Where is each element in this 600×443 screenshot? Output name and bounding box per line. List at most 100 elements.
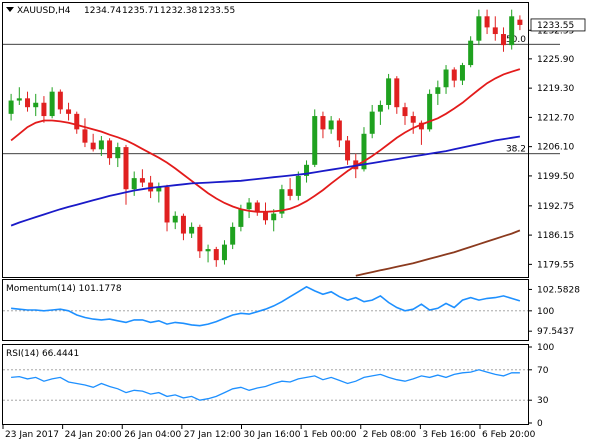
header-close: 1233.55 [198, 6, 235, 16]
header-low: 1232.38 [160, 6, 197, 16]
candle-body [320, 116, 326, 130]
candle-body [476, 16, 482, 41]
candle-body [98, 140, 104, 150]
momentum-panel-frame [2, 279, 529, 341]
price-tick-label: 1186.15 [537, 231, 574, 241]
candle-body [369, 111, 375, 134]
candles [8, 9, 523, 267]
candle-body [57, 91, 63, 110]
fib-level-label: 38.2 [506, 145, 526, 155]
candle-body [123, 147, 129, 190]
candle-body [410, 116, 416, 123]
price-axis: 1232.351225.901219.301212.701206.101199.… [528, 18, 586, 270]
price-tick-label: 1212.70 [537, 113, 574, 123]
candle-body [492, 27, 498, 35]
header-open: 1234.74 [84, 6, 121, 16]
candle-body [386, 78, 392, 105]
time-tick-label: 26 Jan 04:00 [124, 430, 181, 440]
time-tick-label: 1 Feb 00:00 [303, 430, 357, 440]
candle-body [66, 109, 72, 114]
candle-body [90, 142, 96, 150]
candle-body [459, 65, 465, 81]
time-tick-label: 2 Feb 08:00 [363, 430, 417, 440]
candle-body [263, 211, 268, 221]
time-tick-label: 24 Jan 20:00 [65, 430, 122, 440]
candle-body [172, 215, 178, 223]
candle-body [238, 209, 244, 227]
fib-levels: 50.0 38.2 [3, 35, 560, 155]
candle-body [427, 93, 433, 130]
candle-body [205, 249, 211, 252]
momentum-axis: 102.5828 100 97.5437 [528, 285, 580, 337]
time-axis: 23 Jan 2017 24 Jan 20:00 26 Jan 04:00 27 Ja… [2, 425, 536, 440]
time-tick-label: 23 Jan 2017 [5, 430, 59, 440]
candle-body [394, 78, 400, 108]
momentum-tick-label: 102.5828 [537, 285, 580, 295]
candle-body [435, 87, 441, 94]
rsi-panel-frame [2, 344, 529, 425]
time-tick-label: 30 Jan 16:00 [244, 430, 301, 440]
candle-body [213, 249, 219, 261]
time-tick-label: 6 Feb 20:00 [482, 430, 536, 440]
candle-body [16, 98, 22, 101]
ma-line [355, 229, 521, 277]
candle-body [271, 213, 277, 221]
candle-body [156, 186, 162, 192]
ma-line [10, 68, 521, 213]
price-tick-label: 1179.55 [537, 260, 574, 270]
candle-body [74, 113, 80, 130]
current-price-box [530, 18, 586, 32]
momentum-tick-label: 97.5437 [537, 327, 574, 337]
price-panel: 50.038.2 1232.351225.901219.301212.70120… [2, 2, 586, 278]
candle-body [336, 120, 342, 141]
header-symbol: XAUUSD,H4 [17, 6, 71, 16]
candle-body [221, 244, 227, 261]
candle-body [33, 102, 39, 108]
rsi-series-line [11, 369, 520, 401]
moving-averages [10, 68, 521, 277]
rsi-panel: 100 70 30 0 RSI(14) 66.4441 [2, 343, 554, 429]
candle-body [41, 102, 47, 117]
price-tick-label: 1225.90 [537, 55, 574, 65]
rsi-axis: 100 70 30 0 [528, 343, 554, 429]
price-tick-label: 1192.75 [537, 202, 574, 212]
rsi-tick-label: 0 [537, 419, 543, 429]
momentum-line [11, 285, 521, 327]
candle-body [312, 116, 318, 165]
candle-body [509, 16, 515, 46]
current-price-label: 1233.55 [537, 21, 574, 31]
candle-body [131, 178, 137, 190]
candle-body [139, 178, 145, 183]
candle-body [254, 202, 260, 212]
candle-body [49, 91, 55, 117]
candle-body [345, 140, 351, 161]
candle-body [107, 140, 113, 159]
candle-body [279, 189, 285, 214]
candle-body [197, 226, 203, 252]
candle-body [287, 189, 293, 196]
momentum-title: Momentum(14) 101.1778 [6, 284, 122, 294]
rsi-tick-label: 100 [537, 343, 554, 353]
candle-body [377, 104, 383, 112]
candle-body [115, 147, 121, 159]
candle-body [468, 40, 474, 66]
rsi-tick-label: 30 [537, 396, 549, 406]
candle-body [328, 120, 334, 130]
candle-body [25, 98, 31, 108]
fib-level-label: 50.0 [506, 35, 526, 45]
momentum-series-line [11, 285, 521, 327]
candle-body [500, 34, 506, 46]
candle-body [418, 122, 424, 130]
header-triangle-icon[interactable] [6, 7, 14, 12]
candle-body [246, 202, 252, 210]
candle-body [484, 16, 490, 28]
candle-body [189, 226, 195, 234]
price-tick-label: 1206.10 [537, 143, 574, 153]
candle-body [304, 164, 310, 176]
price-tick-label: 1199.50 [537, 172, 574, 182]
ma-line [10, 135, 521, 227]
rsi-title: RSI(14) 66.4441 [6, 349, 79, 359]
rsi-reference [3, 369, 528, 401]
candle-body [295, 175, 301, 196]
price-tick-label: 1219.30 [537, 84, 574, 94]
